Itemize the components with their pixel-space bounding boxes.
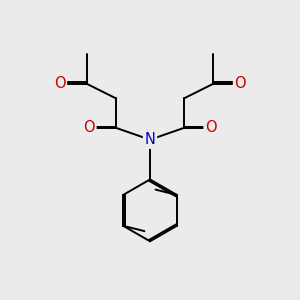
- Text: O: O: [83, 120, 95, 135]
- Text: O: O: [54, 76, 65, 91]
- Text: O: O: [205, 120, 217, 135]
- Text: N: N: [145, 132, 155, 147]
- Text: O: O: [235, 76, 246, 91]
